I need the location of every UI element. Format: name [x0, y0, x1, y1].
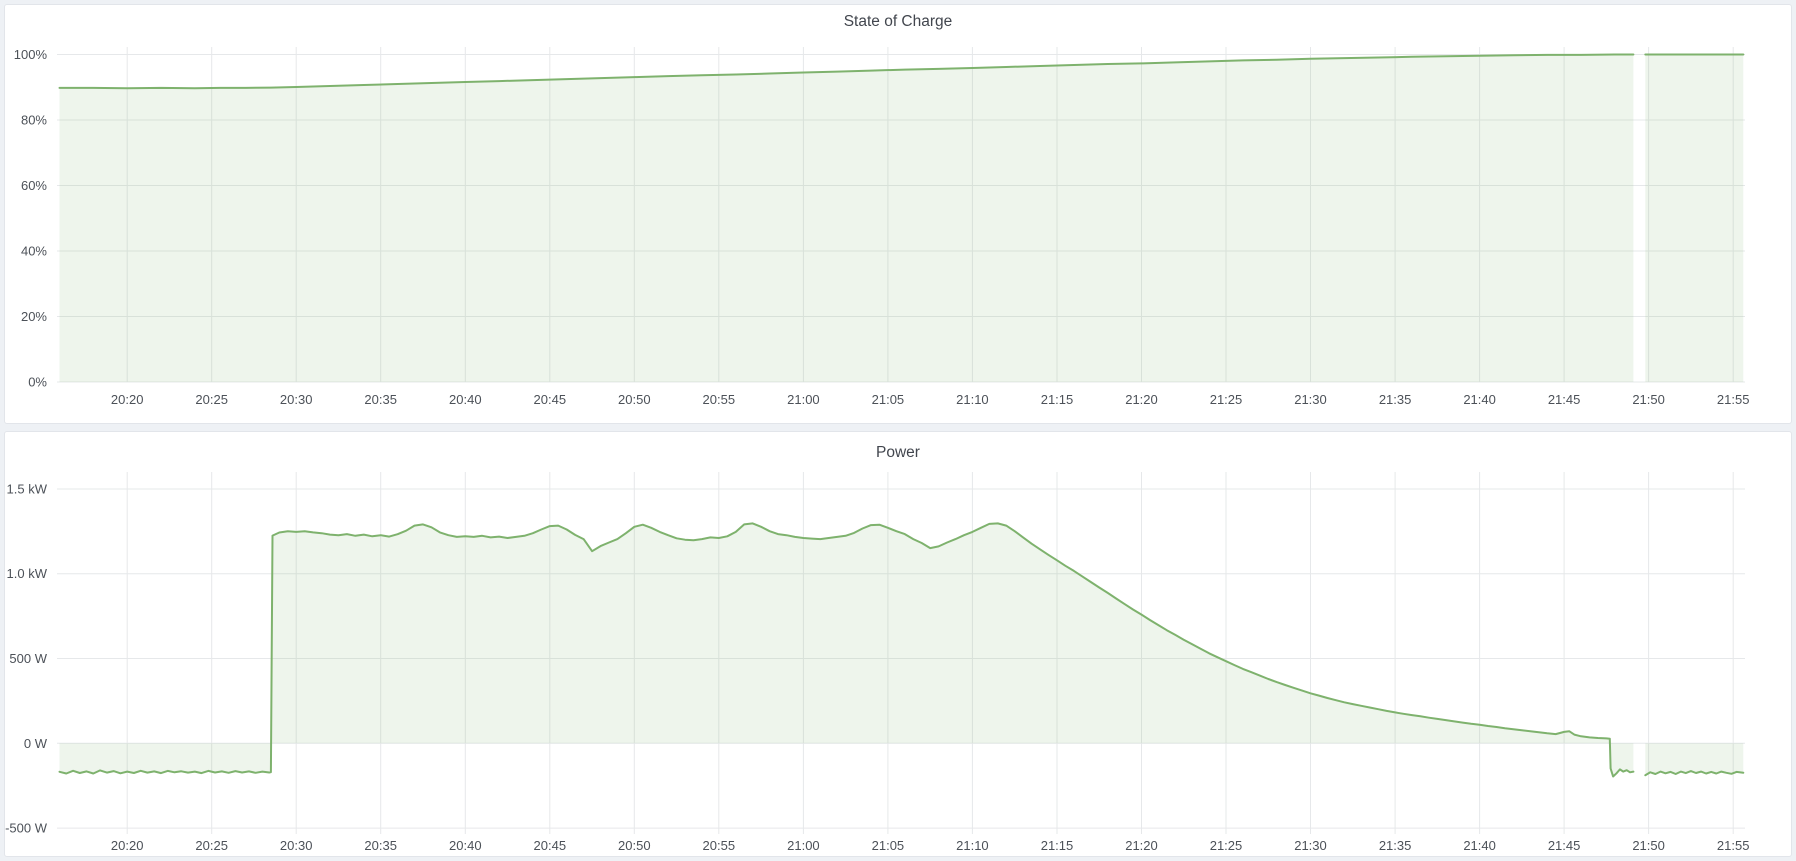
svg-text:20:20: 20:20 — [111, 838, 144, 853]
power-panel-title[interactable]: Power — [876, 444, 920, 461]
svg-text:1.5 kW: 1.5 kW — [7, 482, 48, 497]
svg-text:60%: 60% — [21, 178, 47, 193]
svg-text:1.0 kW: 1.0 kW — [7, 566, 48, 581]
svg-text:20:50: 20:50 — [618, 838, 651, 853]
svg-text:80%: 80% — [21, 113, 47, 128]
state-of-charge-panel: State of Charge 0% 20% 40% 60% 80% 100% 20:20 2… — [4, 4, 1792, 424]
svg-text:21:35: 21:35 — [1379, 392, 1412, 407]
svg-text:21:20: 21:20 — [1125, 392, 1158, 407]
svg-text:21:45: 21:45 — [1548, 392, 1581, 407]
svg-text:20:30: 20:30 — [280, 392, 313, 407]
svg-text:21:50: 21:50 — [1632, 838, 1665, 853]
svg-text:500 W: 500 W — [9, 651, 47, 666]
svg-text:21:55: 21:55 — [1717, 392, 1750, 407]
svg-text:20:40: 20:40 — [449, 838, 482, 853]
svg-text:20:45: 20:45 — [534, 392, 567, 407]
svg-text:21:00: 21:00 — [787, 392, 820, 407]
svg-text:20:35: 20:35 — [364, 392, 397, 407]
svg-text:0%: 0% — [28, 375, 47, 390]
gridlines — [57, 47, 1745, 383]
svg-text:0 W: 0 W — [24, 736, 48, 751]
svg-text:21:30: 21:30 — [1294, 392, 1327, 407]
power-panel: Power -500 W 0 W 500 W 1.0 kW 1.5 kW 20:20 20:… — [4, 431, 1792, 857]
svg-text:100%: 100% — [14, 47, 48, 62]
axis-labels: 0% 20% 40% 60% 80% 100% 20:20 20:25 20:30 20:35 20… — [14, 47, 1750, 407]
svg-text:20:35: 20:35 — [364, 838, 397, 853]
svg-text:20:40: 20:40 — [449, 392, 482, 407]
power-chart-plot[interactable]: -500 W 0 W 500 W 1.0 kW 1.5 kW 20:20 20:25 20:3… — [5, 468, 1791, 857]
svg-text:21:10: 21:10 — [956, 838, 989, 853]
svg-text:21:15: 21:15 — [1041, 838, 1074, 853]
svg-text:21:35: 21:35 — [1379, 838, 1412, 853]
svg-text:20:50: 20:50 — [618, 392, 651, 407]
svg-text:21:40: 21:40 — [1463, 838, 1496, 853]
svg-text:20%: 20% — [21, 309, 47, 324]
series — [58, 53, 1745, 382]
svg-text:21:45: 21:45 — [1548, 838, 1581, 853]
gridlines — [57, 472, 1745, 834]
svg-text:20:25: 20:25 — [195, 838, 228, 853]
svg-text:20:20: 20:20 — [111, 392, 144, 407]
series — [58, 522, 1745, 778]
svg-text:21:25: 21:25 — [1210, 838, 1243, 853]
state-of-charge-panel-title[interactable]: State of Charge — [843, 13, 953, 30]
svg-text:21:25: 21:25 — [1210, 392, 1243, 407]
svg-text:20:30: 20:30 — [280, 838, 313, 853]
svg-text:21:20: 21:20 — [1125, 838, 1158, 853]
svg-text:21:40: 21:40 — [1463, 392, 1496, 407]
svg-text:21:10: 21:10 — [956, 392, 989, 407]
svg-text:20:55: 20:55 — [703, 392, 736, 407]
svg-text:21:00: 21:00 — [787, 838, 820, 853]
axis-labels: -500 W 0 W 500 W 1.0 kW 1.5 kW 20:20 20:25 20:3… — [5, 482, 1749, 854]
svg-text:21:05: 21:05 — [872, 838, 905, 853]
svg-text:20:45: 20:45 — [534, 838, 567, 853]
svg-text:21:15: 21:15 — [1041, 392, 1074, 407]
state-of-charge-chart-plot[interactable]: 0% 20% 40% 60% 80% 100% 20:20 20:25 20:30 20:35 20… — [5, 39, 1791, 423]
svg-text:21:50: 21:50 — [1632, 392, 1665, 407]
svg-text:20:55: 20:55 — [703, 838, 736, 853]
svg-text:-500 W: -500 W — [5, 821, 48, 836]
svg-text:20:25: 20:25 — [195, 392, 228, 407]
svg-text:21:55: 21:55 — [1717, 838, 1750, 853]
svg-text:21:05: 21:05 — [872, 392, 905, 407]
svg-text:40%: 40% — [21, 244, 47, 259]
svg-text:21:30: 21:30 — [1294, 838, 1327, 853]
